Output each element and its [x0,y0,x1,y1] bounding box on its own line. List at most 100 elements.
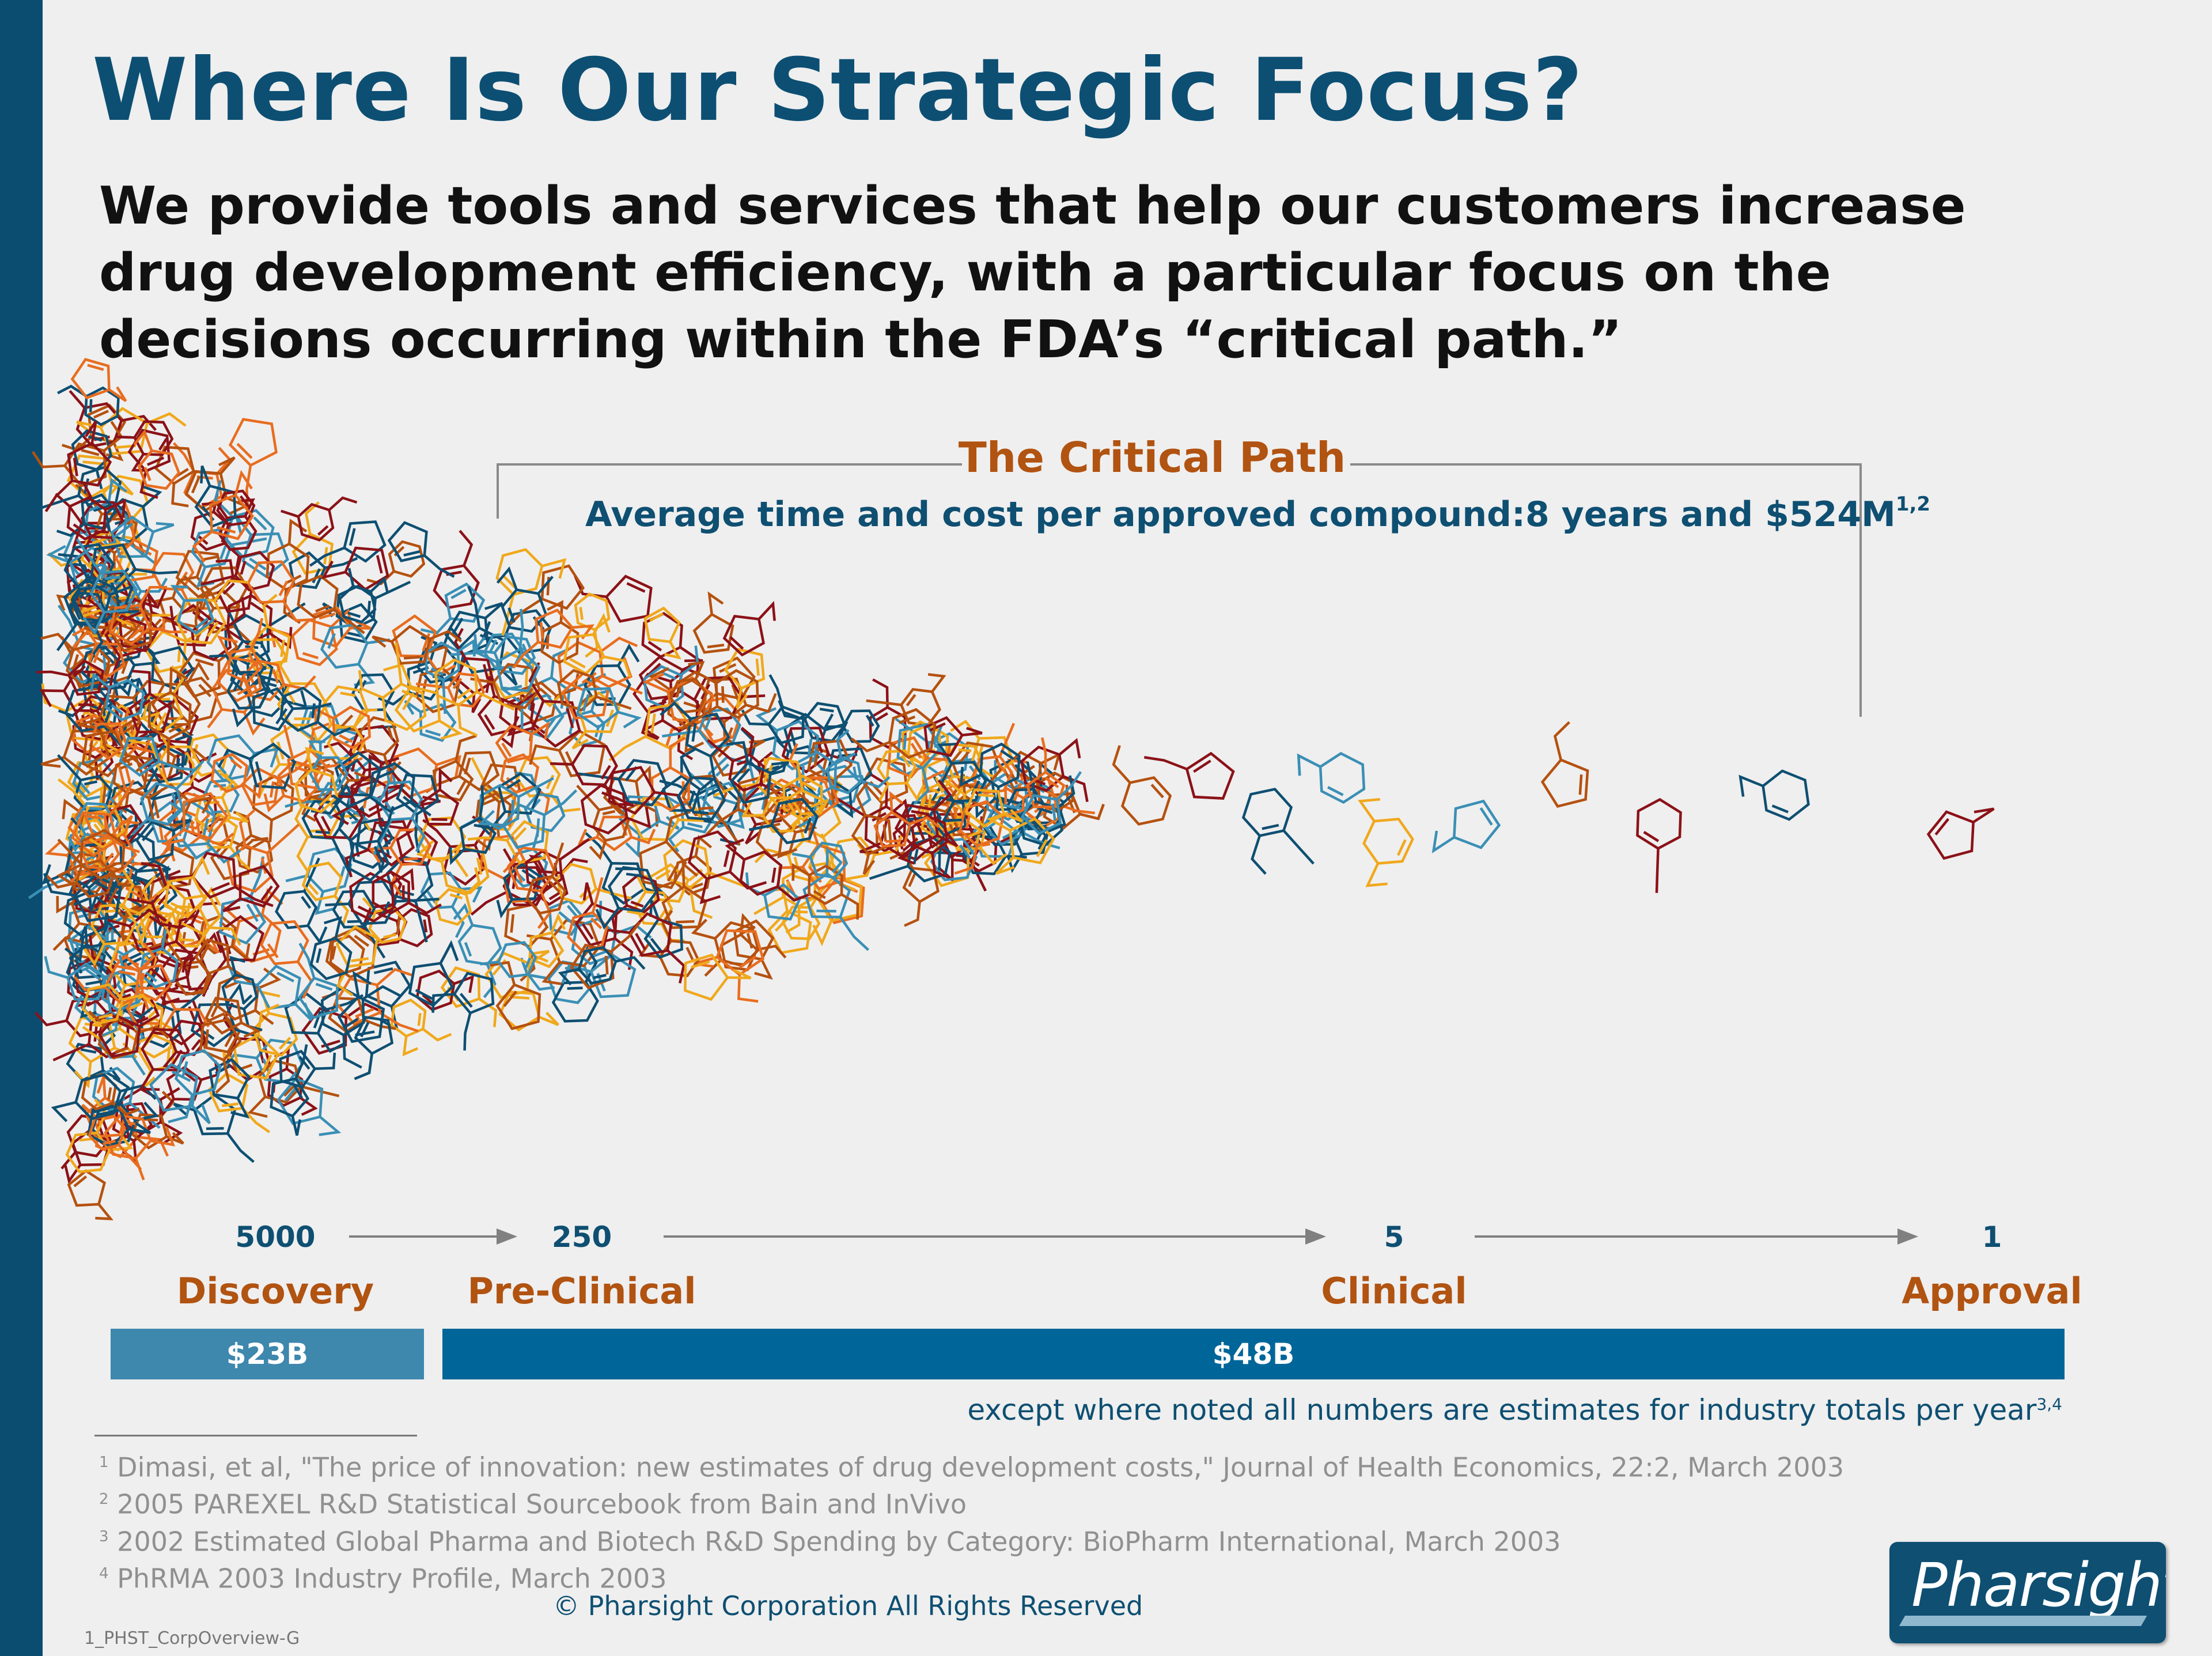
molecule-ring-icon [41,729,111,776]
molecule-ring-icon [192,470,255,563]
molecule-ring-icon [749,797,819,845]
molecule-ring-icon [67,802,115,853]
slide-code: 1_PHST_CorpOverview-G [84,1628,300,1649]
molecule-ring-icon [1018,761,1075,847]
molecule-ring-icon [170,584,215,635]
molecule-ring-icon [525,842,567,915]
molecule-ring-icon [313,776,365,840]
stage-count-clinical: 5 [1384,1220,1404,1254]
molecule-ring-icon [1540,721,1589,808]
footnote-divider [94,1435,417,1436]
molecule-ring-icon [408,940,459,1007]
molecule-ring-icon [131,759,204,835]
molecule-ring-icon [525,838,590,892]
molecule-ring-icon [156,712,202,786]
molecule-ring-icon [783,713,849,755]
references-list: 1 Dimasi, et al, "The price of innovatio… [99,1446,1844,1594]
cost-discovery-label: $23B [226,1337,309,1371]
molecule-ring-icon [1297,751,1366,804]
molecule-ring-icon [233,1003,280,1080]
molecule-ring-icon [329,913,401,979]
molecule-ring-icon [81,983,155,1026]
molecule-ring-icon [297,574,365,634]
molecule-ring-icon [109,585,187,646]
molecule-ring-icon [301,1003,384,1055]
molecule-ring-icon [164,792,229,845]
logo-wordmark: Pharsight [1911,1550,2166,1620]
reference-item: 2 2005 PAREXEL R&D Statistical Sourceboo… [99,1483,1844,1520]
molecule-ring-icon [36,659,105,696]
molecule-ring-icon [79,814,139,871]
cost-development-label: $48B [1212,1337,1295,1371]
molecule-ring-icon [825,729,891,795]
stage-name-clinical: Clinical [1321,1270,1467,1312]
molecule-ring-icon [478,789,578,849]
molecule-ring-icon [298,943,339,1019]
molecule-ring-icon [43,872,122,922]
molecule-ring-icon [139,929,179,989]
molecule-ring-icon [279,686,351,737]
reference-number: 4 [99,1564,109,1582]
molecule-ring-icon [421,582,486,635]
molecule-ring-icon [276,1077,342,1136]
molecule-ring-icon [595,866,658,930]
left-accent-bar [0,0,43,1656]
molecule-ring-icon [1926,807,1995,860]
molecule-ring-icon [1021,771,1082,835]
molecule-ring-icon [1738,769,1810,821]
molecule-ring-icon [44,420,112,512]
molecule-ring-icon [923,716,983,757]
molecule-ring-icon [90,672,145,721]
molecule-ring-icon [719,913,787,971]
molecule-ring-icon [449,785,497,865]
molecule-ring-icon [851,781,892,875]
molecule-ring-icon [309,520,387,567]
molecule-ring-icon [390,998,452,1057]
logo-swoosh-icon [1899,1616,2147,1626]
molecule-ring-icon [643,900,683,959]
molecule-ring-icon [563,613,631,678]
molecule-ring-icon [474,608,541,693]
molecule-ring-icon [149,1063,211,1125]
reference-number: 3 [99,1528,109,1545]
molecule-ring-icon [434,867,481,926]
molecule-ring-icon [247,560,315,622]
molecule-ring-icon [741,796,829,833]
molecule-ring-icon [88,543,138,600]
molecule-ring-icon [1636,797,1682,893]
molecule-ring-icon [67,1169,113,1220]
molecule-ring-icon [550,744,634,806]
molecule-cloud [28,358,1995,1220]
stage-count-preclinical: 250 [551,1220,612,1254]
molecule-ring-icon [358,642,427,731]
molecule-ring-icon [725,838,812,902]
molecule-ring-icon [339,714,402,776]
molecule-ring-icon [135,819,192,861]
molecule-ring-icon [222,864,280,913]
molecule-ring-icon [331,762,431,817]
molecule-ring-icon [488,651,565,708]
molecule-ring-icon [215,559,253,613]
molecule-ring-icon [338,806,395,882]
molecule-ring-icon [477,676,536,736]
cost-bar-discovery: $23B [111,1329,424,1379]
molecule-ring-icon [204,996,262,1038]
copyright-text: © Pharsight Corporation All Rights Reser… [553,1590,1143,1621]
molecule-ring-icon [168,851,274,908]
molecule-ring-icon [119,736,195,777]
molecule-ring-icon [133,429,181,490]
molecule-ring-icon [894,779,959,849]
reference-number: 2 [99,1491,109,1508]
molecule-ring-icon [221,955,263,1031]
molecule-ring-icon [309,916,353,981]
molecule-ring-icon [1241,788,1315,875]
molecule-ring-icon [288,551,358,589]
molecule-ring-icon [580,784,652,835]
reference-text: Dimasi, et al, "The price of innovation:… [117,1451,1844,1483]
stage-name-discovery: Discovery [176,1270,374,1312]
molecule-ring-icon [726,740,790,804]
estimates-note-text: except where noted all numbers are estim… [967,1393,2037,1427]
intro-paragraph: We provide tools and services that help … [99,176,1966,370]
molecule-ring-icon [1143,751,1235,800]
stage-count-approval: 1 [1982,1220,2002,1254]
